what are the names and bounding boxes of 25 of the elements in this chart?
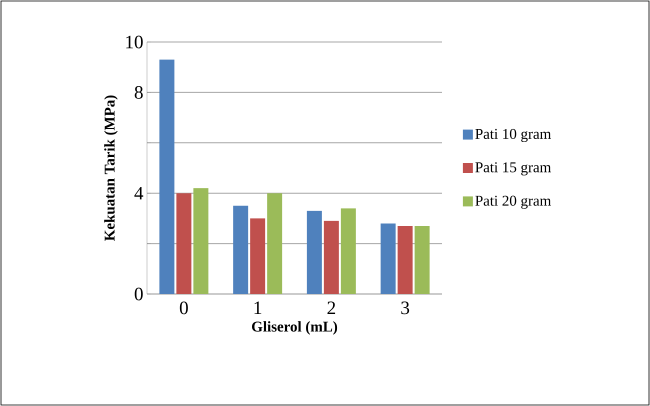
x-tick-label: 1 xyxy=(254,302,262,314)
legend-label: Pati 20 gram xyxy=(475,196,552,209)
bar xyxy=(193,188,208,294)
bar xyxy=(267,193,282,294)
y-tick-label: 0 xyxy=(134,288,143,300)
y-tick-label: 4 xyxy=(134,186,144,200)
bar xyxy=(176,193,192,294)
bar xyxy=(233,206,248,294)
legend-label: Pati 10 gram xyxy=(475,128,552,142)
y-tick-label: 10 xyxy=(126,36,143,48)
bar xyxy=(306,210,322,294)
bar xyxy=(380,223,396,294)
y-axis-title: Kekuatan Tarik (MPa) xyxy=(104,95,118,241)
x-tick-label: 3 xyxy=(401,302,410,314)
legend-label: Pati 15 gram xyxy=(475,162,552,176)
bar xyxy=(340,208,356,294)
bar xyxy=(414,226,430,294)
bar xyxy=(250,218,266,294)
y-tick-label: 8 xyxy=(134,86,143,99)
x-tick-label: 0 xyxy=(180,302,188,314)
bar xyxy=(159,60,174,294)
x-tick-label: 2 xyxy=(327,302,336,314)
x-axis-title: Gliserol (mL) xyxy=(252,321,338,335)
bar xyxy=(324,220,339,294)
bar xyxy=(398,226,413,294)
